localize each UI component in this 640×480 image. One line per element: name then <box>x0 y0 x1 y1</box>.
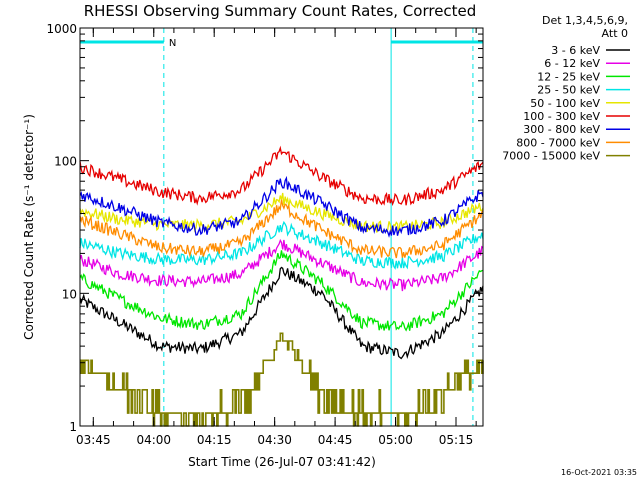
series-line <box>79 175 484 238</box>
y-tick-label: 1000 <box>46 22 77 36</box>
legend-label: 100 - 300 keV <box>523 110 600 123</box>
plot-frame <box>79 27 484 427</box>
series-layer <box>79 145 484 427</box>
y-axis-label: Corrected Count Rate (s⁻¹ detector⁻¹) <box>22 114 36 340</box>
legend-label: 300 - 800 keV <box>523 123 600 136</box>
x-tick-label: 03:45 <box>76 433 111 447</box>
chart-title: RHESSI Observing Summary Count Rates, Co… <box>84 2 477 20</box>
x-axis: 03:45 04:00 04:15 04:30 04:45 05:00 05:15 <box>76 28 477 447</box>
x-tick-label: 04:15 <box>197 433 232 447</box>
y-axis: 1 10 100 1000 <box>46 22 483 434</box>
series-line <box>79 145 484 207</box>
series-line <box>79 266 484 360</box>
series-line <box>80 332 484 427</box>
x-tick-label: 04:30 <box>257 433 292 447</box>
series-line <box>79 238 484 292</box>
legend-label: 3 - 6 keV <box>551 44 600 57</box>
legend-label: 50 - 100 keV <box>530 97 600 110</box>
x-tick-label: 04:00 <box>136 433 171 447</box>
y-tick-label: 10 <box>62 287 77 301</box>
legend-label: 6 - 12 keV <box>544 57 600 70</box>
x-tick-label: 04:45 <box>318 433 353 447</box>
x-tick-label: 05:00 <box>378 433 413 447</box>
legend-label: 25 - 50 keV <box>537 84 600 97</box>
y-tick-label: 1 <box>69 420 77 434</box>
series-line <box>79 220 484 270</box>
legend-header-line-2: Att 0 <box>602 27 628 40</box>
legend-label: 800 - 7000 keV <box>516 136 600 149</box>
legend-label: 12 - 25 keV <box>537 70 600 83</box>
generation-timestamp: 16-Oct-2021 03:35 <box>561 468 637 477</box>
x-axis-label: Start Time (26-Jul-07 03:41:42) <box>188 455 376 469</box>
y-tick-label: 100 <box>54 155 77 169</box>
x-tick-label: 05:15 <box>439 433 474 447</box>
series-line <box>79 250 484 332</box>
saa-label: N <box>169 38 176 49</box>
series-line <box>79 199 484 259</box>
legend-header-line-1: Det 1,3,4,5,6,9, <box>542 14 628 27</box>
legend-label: 7000 - 15000 keV <box>502 150 600 163</box>
